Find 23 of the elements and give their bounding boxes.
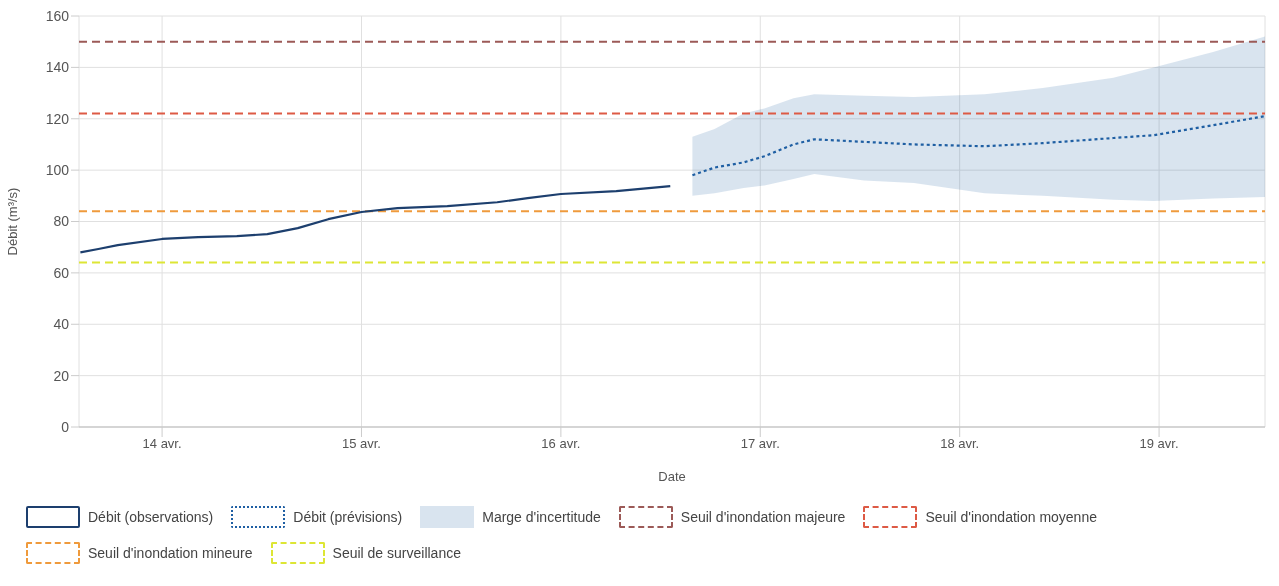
y-tick-label: 80: [53, 213, 70, 230]
text: Marge d'incertitude: [482, 509, 601, 525]
y-tick-label: 40: [53, 316, 70, 333]
y-tick-label: 120: [45, 110, 70, 127]
x-tick-label: 19 avr.: [1139, 436, 1179, 452]
legend-label: Débit (observations): [88, 509, 214, 525]
legend-label: Seuil d'inondation majeure: [680, 509, 846, 525]
x-axis-title: Date: [658, 469, 686, 484]
y-tick-label: 20: [53, 367, 70, 384]
legend-label: Seuil d'inondation moyenne: [925, 509, 1097, 525]
x-tick-label: 16 avr.: [541, 436, 581, 452]
x-tick-label: 18 avr.: [940, 436, 980, 452]
y-tick-label: 0: [61, 418, 70, 435]
x-tick-label: 15 avr.: [341, 436, 381, 452]
x-tick-label: 14 avr.: [142, 436, 182, 452]
y-tick-label: 140: [45, 59, 70, 76]
legend-label: Seuil d'inondation mineure: [88, 545, 253, 561]
legend-label: Seuil de surveillance: [332, 545, 461, 561]
y-tick-label: 160: [45, 7, 70, 24]
legend-label: Débit (prévisions): [293, 509, 403, 525]
x-tick-label: 17 avr.: [740, 436, 780, 452]
y-tick-label: 100: [45, 162, 70, 179]
y-tick-label: 60: [53, 264, 70, 281]
